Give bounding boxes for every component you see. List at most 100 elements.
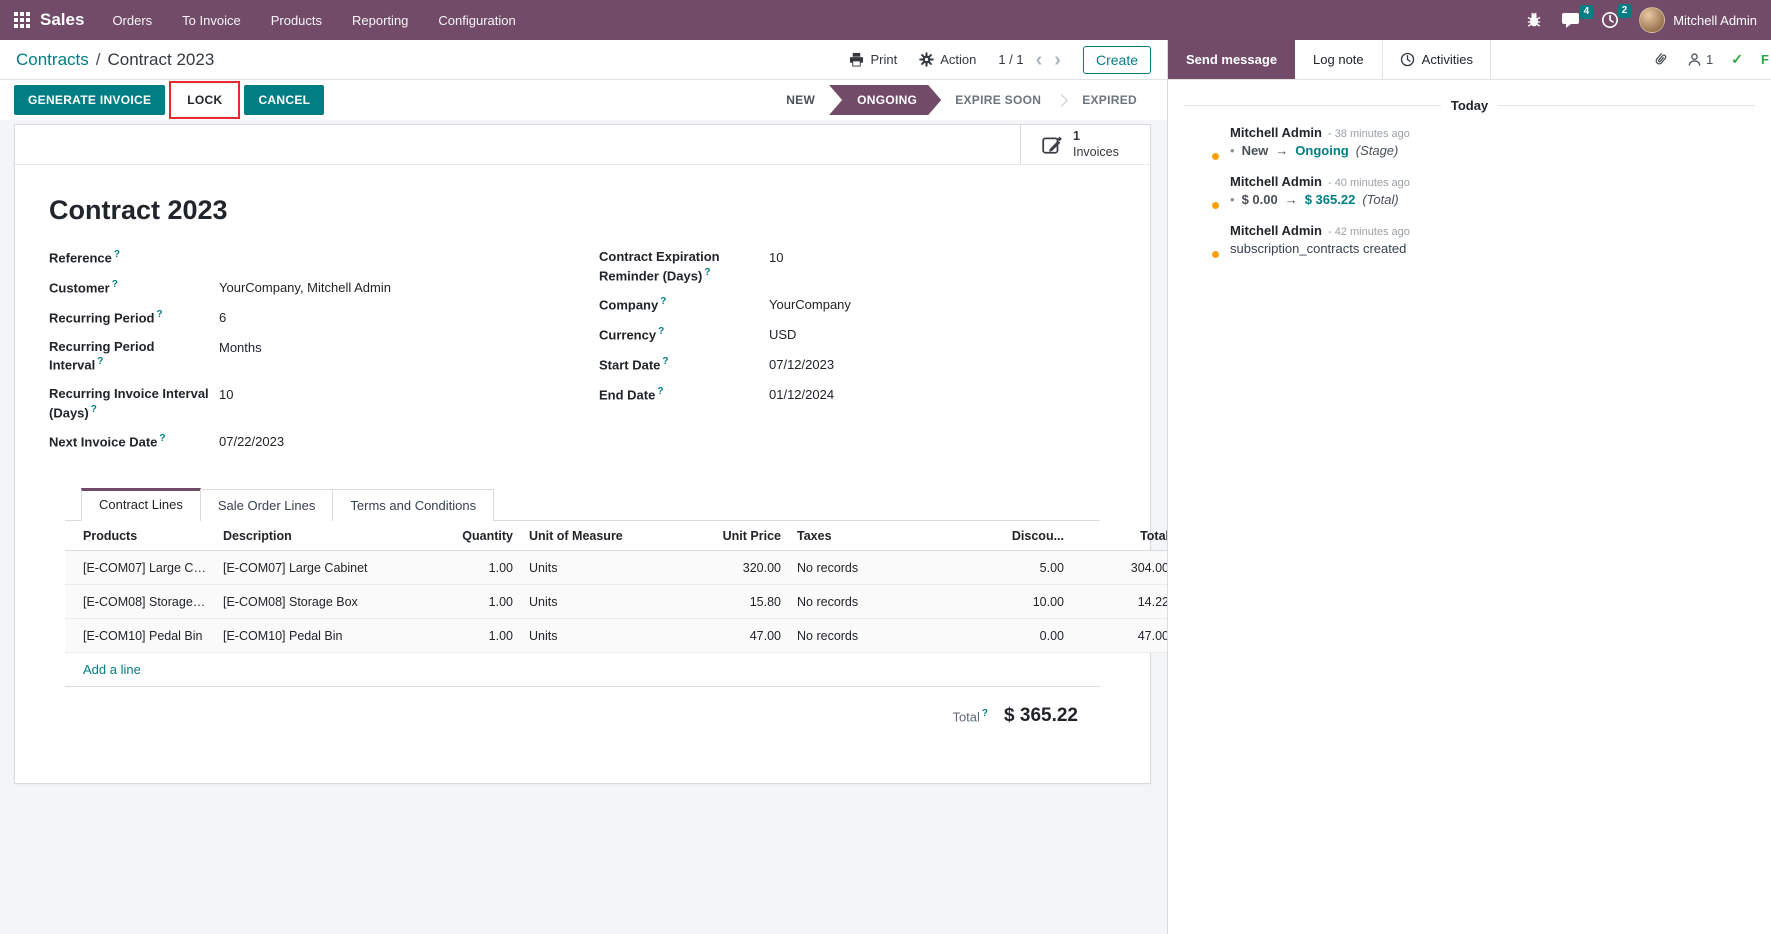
cell-taxes[interactable]: No records (789, 584, 967, 620)
recurring-period-interval-value[interactable]: Months (219, 339, 262, 355)
schedule-activity-button[interactable]: Activities (1381, 40, 1491, 79)
cell-product[interactable]: [E-COM08] Storage Box (65, 584, 215, 620)
cell-uom[interactable]: Units (521, 550, 689, 586)
app-brand-sales[interactable]: Sales (40, 10, 85, 29)
action-button[interactable]: Action (919, 52, 976, 67)
arrow-right-icon: → (1275, 143, 1289, 158)
cell-total[interactable]: 14.22 (1072, 584, 1167, 620)
menu-to-invoice[interactable]: To Invoice (182, 12, 241, 28)
cell-quantity[interactable]: 1.00 (443, 550, 521, 586)
following-label-clipped[interactable]: Following (1761, 52, 1769, 67)
message-text: subscription_contracts created (1230, 241, 1407, 256)
menu-reporting[interactable]: Reporting (352, 12, 409, 28)
recurring-invoice-interval-value[interactable]: 10 (219, 387, 234, 403)
cell-description[interactable]: [E-COM08] Storage Box (215, 584, 443, 620)
tracking-old-value: $ 0.00 (1241, 192, 1278, 207)
total-row: Total? $ 365.22 (65, 687, 1100, 727)
breadcrumb-separator: / (95, 49, 101, 69)
tab-terms-and-conditions[interactable]: Terms and Conditions (332, 489, 495, 522)
next-invoice-date-value[interactable]: 07/22/2023 (219, 434, 285, 450)
contract-expiration-reminder-value[interactable]: 10 (769, 250, 784, 265)
pager-next-icon[interactable]: › (1054, 48, 1061, 71)
col-total: Total (1072, 521, 1167, 552)
print-button[interactable]: Print (849, 52, 897, 67)
menu-orders[interactable]: Orders (112, 12, 153, 28)
cell-taxes[interactable]: No records (789, 618, 967, 654)
pager-previous-icon[interactable]: ‹ (1035, 48, 1043, 71)
pager-value: 1 / 1 (998, 52, 1024, 67)
cell-product[interactable]: [E-COM10] Pedal Bin (65, 618, 215, 654)
cell-unit-price[interactable]: 320.00 (689, 550, 789, 586)
stage-expire-soon[interactable]: EXPIRE SOON (955, 93, 1042, 107)
message-avatar[interactable] (1184, 223, 1221, 260)
message-timestamp: - 38 minutes ago (1327, 128, 1410, 140)
send-message-button[interactable]: Send message (1168, 40, 1296, 79)
edit-note-icon (1042, 136, 1062, 154)
cell-description[interactable]: [E-COM07] Large Cabinet (215, 550, 443, 586)
menu-configuration[interactable]: Configuration (438, 12, 516, 28)
message-author[interactable]: Mitchell Admin (1230, 174, 1322, 189)
cell-total[interactable]: 47.00 (1072, 618, 1167, 654)
menu-products[interactable]: Products (270, 12, 323, 28)
customer-label: Customer (49, 280, 110, 296)
stage-ongoing-active[interactable]: ONGOING (829, 85, 941, 115)
cell-unit-price[interactable]: 47.00 (689, 618, 789, 654)
start-date-value[interactable]: 07/12/2023 (769, 357, 835, 373)
cell-unit-price[interactable]: 15.80 (689, 584, 789, 620)
apps-grid-icon[interactable] (14, 12, 30, 28)
user-menu[interactable]: Mitchell Admin (1639, 7, 1757, 33)
col-taxes: Taxes (789, 521, 967, 552)
day-divider: Today (1184, 98, 1756, 113)
cell-quantity[interactable]: 1.00 (443, 584, 521, 620)
currency-value[interactable]: USD (769, 327, 797, 343)
generate-invoice-button[interactable]: GENERATE INVOICE (14, 85, 166, 115)
company-value[interactable]: YourCompany (769, 297, 851, 313)
user-name: Mitchell Admin (1673, 12, 1757, 28)
total-label: Total (952, 709, 980, 725)
create-button[interactable]: Create (1082, 45, 1151, 74)
stage-expired[interactable]: EXPIRED (1082, 93, 1137, 107)
tab-contract-lines[interactable]: Contract Lines (81, 488, 201, 522)
field-next-invoice-date: Next Invoice Date? 07/22/2023 (49, 432, 599, 451)
end-date-value[interactable]: 01/12/2024 (769, 387, 835, 403)
bullet-icon: • (1230, 192, 1235, 207)
cell-uom[interactable]: Units (521, 618, 689, 654)
following-check-icon[interactable]: ✓ (1731, 51, 1743, 67)
recurring-period-value[interactable]: 6 (219, 309, 227, 325)
message-author[interactable]: Mitchell Admin (1230, 223, 1322, 238)
field-end-date: End Date? 01/12/2024 (599, 385, 1116, 404)
followers-button[interactable]: 1 (1687, 52, 1713, 67)
cell-product[interactable]: [E-COM07] Large Cabi... (65, 550, 215, 586)
cell-taxes[interactable]: No records (789, 550, 967, 586)
log-note-button[interactable]: Log note (1295, 40, 1382, 79)
attach-files-button[interactable] (1652, 51, 1669, 68)
cancel-button[interactable]: CANCEL (244, 85, 325, 115)
cell-uom[interactable]: Units (521, 584, 689, 620)
stage-new[interactable]: NEW (786, 93, 816, 107)
tab-sale-order-lines[interactable]: Sale Order Lines (199, 489, 334, 522)
debug-bug-icon[interactable] (1526, 12, 1542, 28)
control-panel: Contracts / Contract 2023 Print Action 1… (0, 40, 1167, 80)
cell-discount[interactable]: 0.00 (967, 618, 1072, 654)
message-author[interactable]: Mitchell Admin (1230, 125, 1322, 140)
activities-count-badge: 2 (1617, 4, 1632, 18)
cell-description[interactable]: [E-COM10] Pedal Bin (215, 618, 443, 654)
help-marker: ? (156, 308, 163, 320)
cell-total[interactable]: 304.00 (1072, 550, 1167, 586)
breadcrumb-contracts-link[interactable]: Contracts (16, 49, 89, 69)
message-avatar[interactable] (1184, 125, 1221, 162)
messages-icon[interactable]: 4 (1562, 4, 1594, 29)
help-marker: ? (981, 708, 989, 720)
lock-button[interactable]: LOCK (169, 81, 241, 119)
invoices-stat-button[interactable]: 1 Invoices (1020, 125, 1150, 164)
activities-clock-icon[interactable]: 2 (1601, 4, 1632, 29)
message-timestamp: - 40 minutes ago (1327, 177, 1410, 189)
day-divider-label: Today (1450, 98, 1489, 113)
cell-discount[interactable]: 5.00 (967, 550, 1072, 586)
add-a-line-link[interactable]: Add a line (83, 662, 141, 678)
cell-quantity[interactable]: 1.00 (443, 618, 521, 654)
recurring-invoice-interval-label: Recurring Invoice Interval (Days) (49, 386, 209, 420)
customer-value[interactable]: YourCompany, Mitchell Admin (219, 279, 391, 295)
message-avatar[interactable] (1184, 174, 1221, 211)
cell-discount[interactable]: 10.00 (967, 584, 1072, 620)
